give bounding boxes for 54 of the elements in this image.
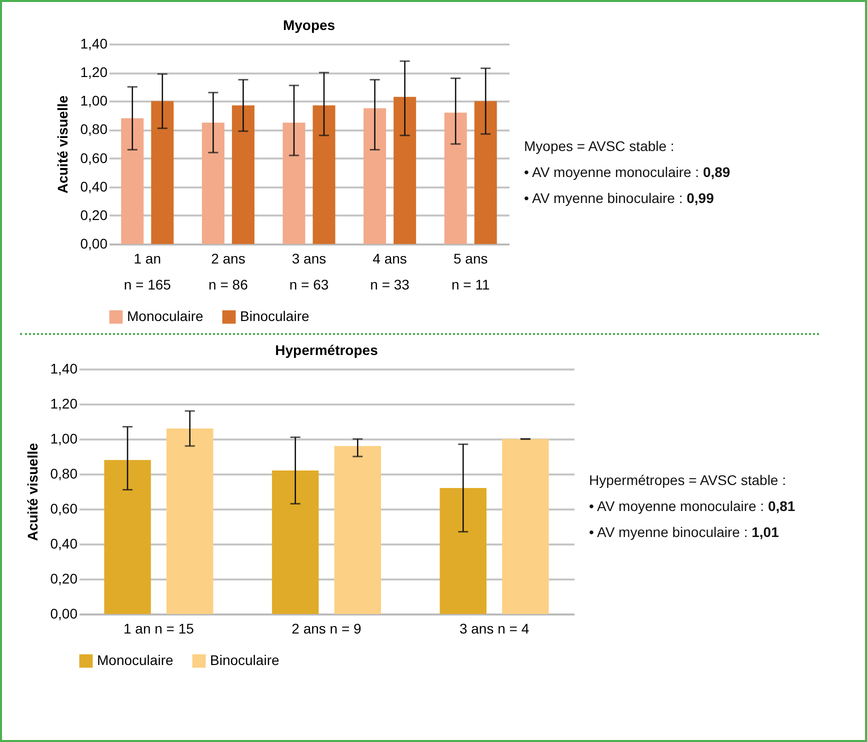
x-tick-label: 1 an n = 15: [123, 620, 194, 636]
legend-label: Binoculaire: [210, 652, 280, 668]
text: • AV moyenne monoculaire : 0,89: [524, 162, 730, 182]
y-tick-label: 0,00: [80, 236, 108, 252]
bar: [364, 108, 386, 244]
y-tick-label: 0,60: [50, 500, 78, 516]
text: Hypermétropes = AVSC stable :: [589, 471, 787, 490]
y-tick-label: 0,60: [80, 150, 108, 166]
bar: [166, 428, 214, 614]
bar: [232, 105, 254, 244]
y-tick-label: 1,20: [50, 396, 78, 412]
bar: [440, 488, 487, 614]
y-tick-label: 0,40: [80, 178, 108, 194]
text: • AV myenne binoculaire : 0,99: [524, 188, 715, 208]
y-tick-label: 1,40: [80, 36, 108, 52]
bar: [444, 112, 467, 244]
y-tick-label: 0,20: [50, 570, 78, 586]
legend-label: Monoculaire: [97, 652, 174, 668]
bar: [121, 118, 144, 244]
x-tick-label: 2 ans n = 9: [292, 620, 362, 636]
text: • AV myenne binoculaire : 1,01: [589, 523, 780, 542]
x-tick-label: 4 ans n = 33: [370, 250, 410, 292]
chart-title: Myopes: [282, 17, 336, 33]
text: • AV moyenne monoculaire : 0,81: [589, 497, 796, 516]
x-tick-label: 5 ans n = 11: [451, 250, 490, 292]
bar: [334, 446, 382, 614]
legend-label: Binoculaire: [240, 308, 310, 324]
y-tick-label: 0,80: [80, 121, 108, 138]
bar: [272, 470, 319, 614]
y-tick-label: 1,40: [50, 360, 78, 376]
chart-title: Hypermétropes: [275, 342, 378, 358]
y-tick-label: 0,80: [50, 466, 78, 482]
bar: [104, 460, 151, 614]
y-tick-label: 0,00: [50, 606, 78, 622]
y-tick-label: 1,00: [80, 92, 108, 109]
y-tick-label: 0,40: [50, 536, 78, 552]
text: Myopes = AVSC stable :: [524, 136, 676, 156]
x-tick-label: 3 ans n = 63: [289, 250, 329, 292]
y-axis-title: Acuité visuelle: [24, 442, 40, 542]
bar: [394, 96, 416, 244]
bar: [202, 122, 224, 244]
legend-label: Monoculaire: [127, 308, 204, 324]
bar: [474, 101, 497, 244]
x-tick-label: 2 ans n = 86: [208, 250, 248, 292]
bar: [282, 122, 306, 244]
y-tick-label: 1,00: [50, 430, 78, 446]
bar: [151, 101, 174, 244]
x-tick-label: 3 ans n = 4: [459, 620, 530, 636]
bar: [502, 439, 549, 614]
y-tick-label: 0,20: [80, 206, 108, 223]
bar: [312, 105, 336, 244]
y-axis-title: Acuité visuelle: [54, 95, 70, 194]
x-tick-label: 1 an n = 165: [124, 250, 172, 292]
y-tick-label: 1,20: [80, 64, 108, 80]
